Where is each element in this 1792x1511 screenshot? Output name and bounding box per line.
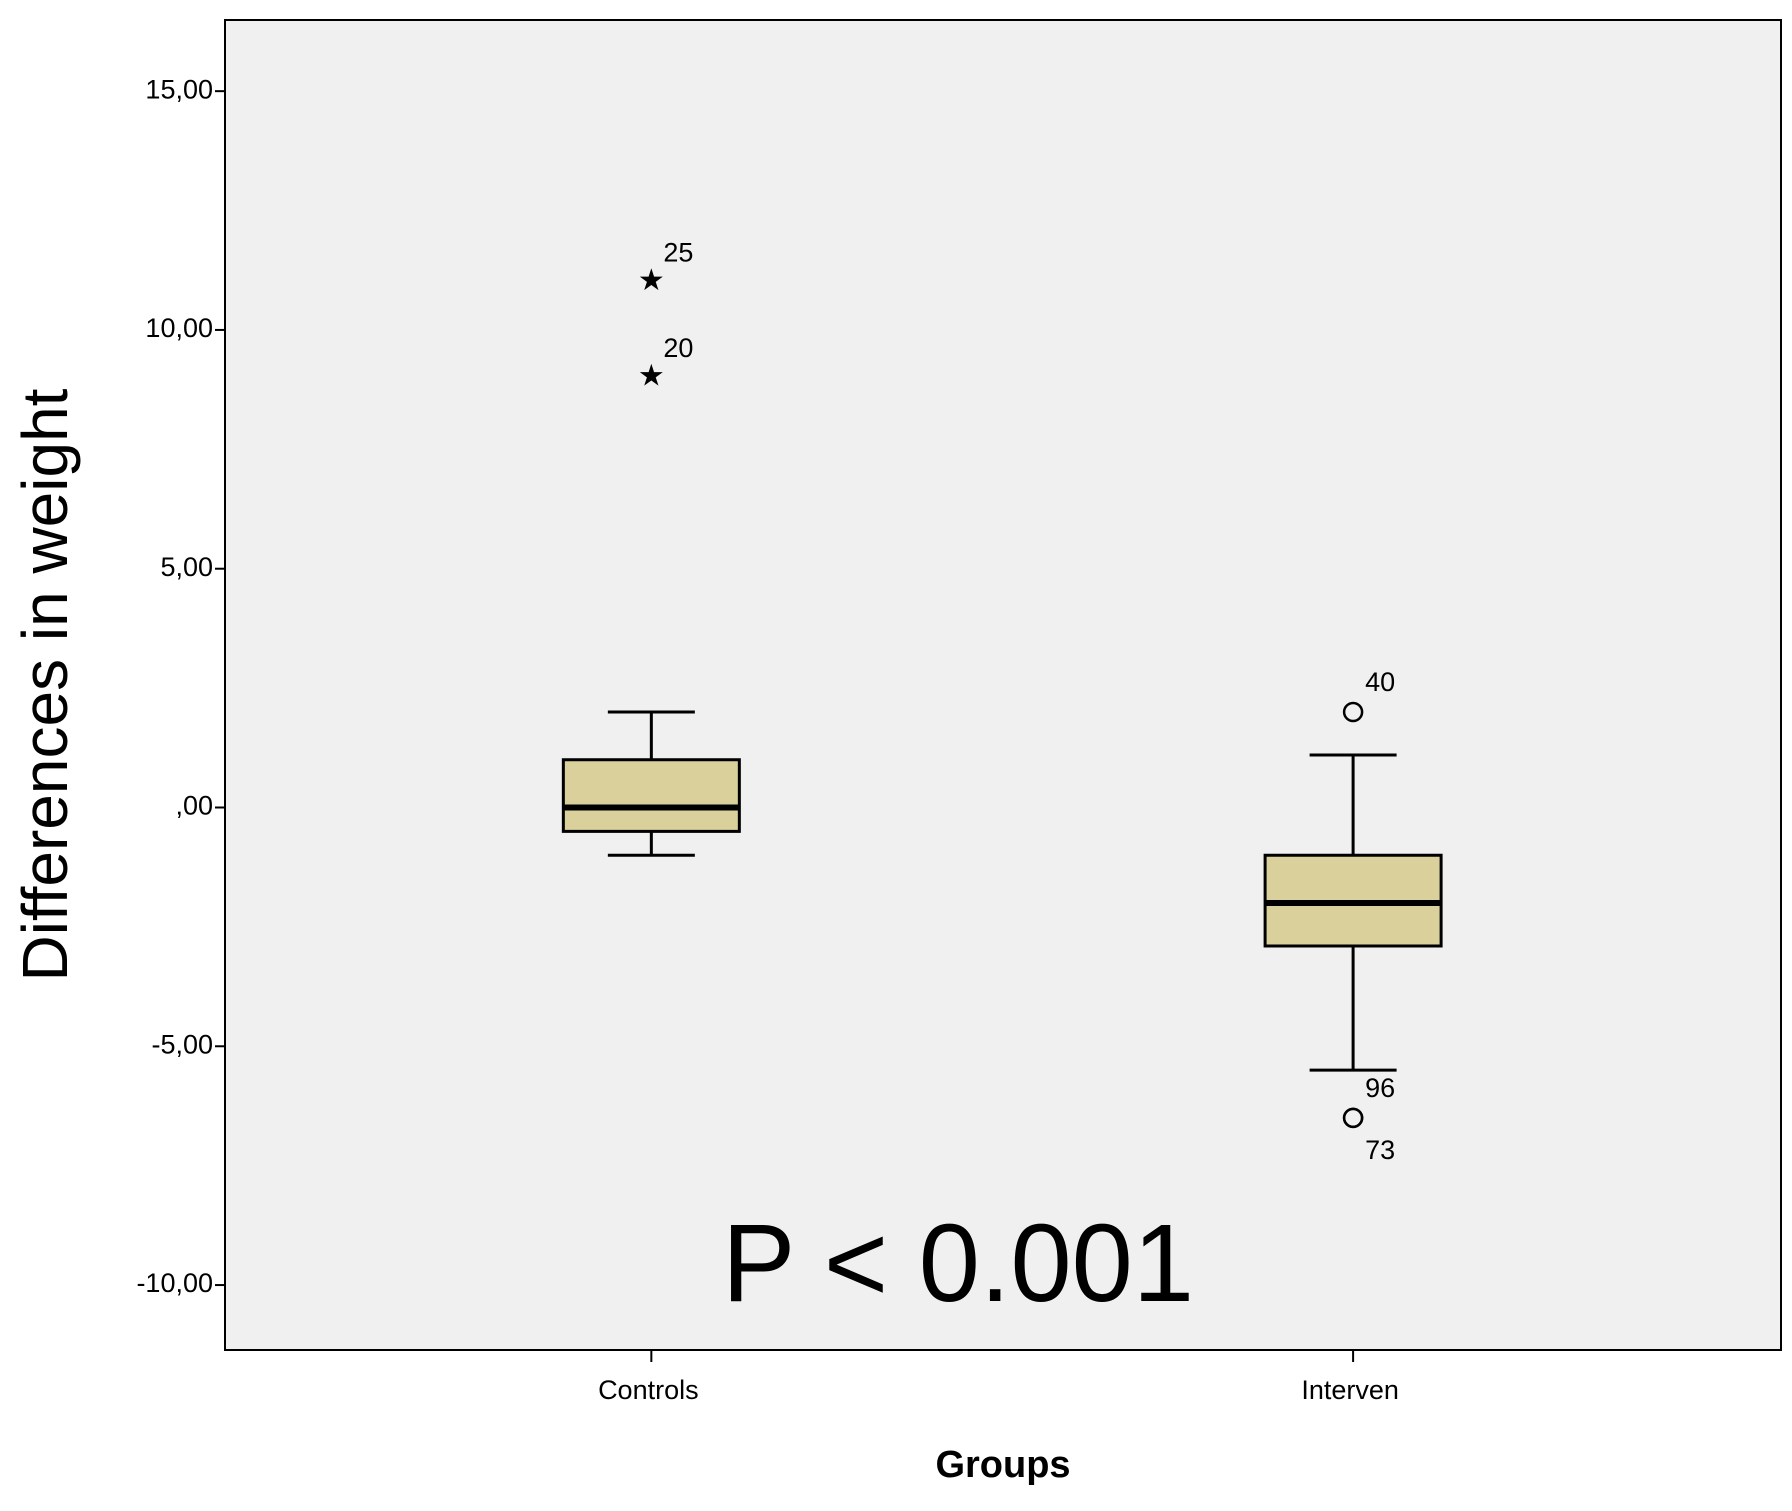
y-tick-label: ,00 [175,791,213,821]
flier [1342,1107,1364,1129]
y-tick-label: -10,00 [136,1268,213,1298]
flier: ★ [638,360,665,393]
y-tick-label: 15,00 [145,74,213,104]
plot-area [224,19,1782,1351]
flier-label: 20 [663,333,693,363]
flier-label: 25 [663,237,693,267]
y-tick-label: 10,00 [145,313,213,343]
flier-label: 96 [1365,1073,1395,1103]
y-tick-label: 5,00 [160,552,213,582]
flier [1342,701,1364,723]
x-tick-label: Controls [598,1375,699,1405]
y-axis-label: Differences in weight [9,388,81,981]
y-tick-label: -5,00 [151,1029,213,1059]
annotation: P < 0.001 [722,1202,1194,1325]
flier-label: 40 [1365,667,1395,697]
flier: ★ [638,264,665,297]
x-axis-label: Groups [935,1444,1070,1486]
x-tick-label: Interven [1301,1375,1399,1405]
box [561,758,741,833]
flier-label: 73 [1365,1135,1395,1165]
